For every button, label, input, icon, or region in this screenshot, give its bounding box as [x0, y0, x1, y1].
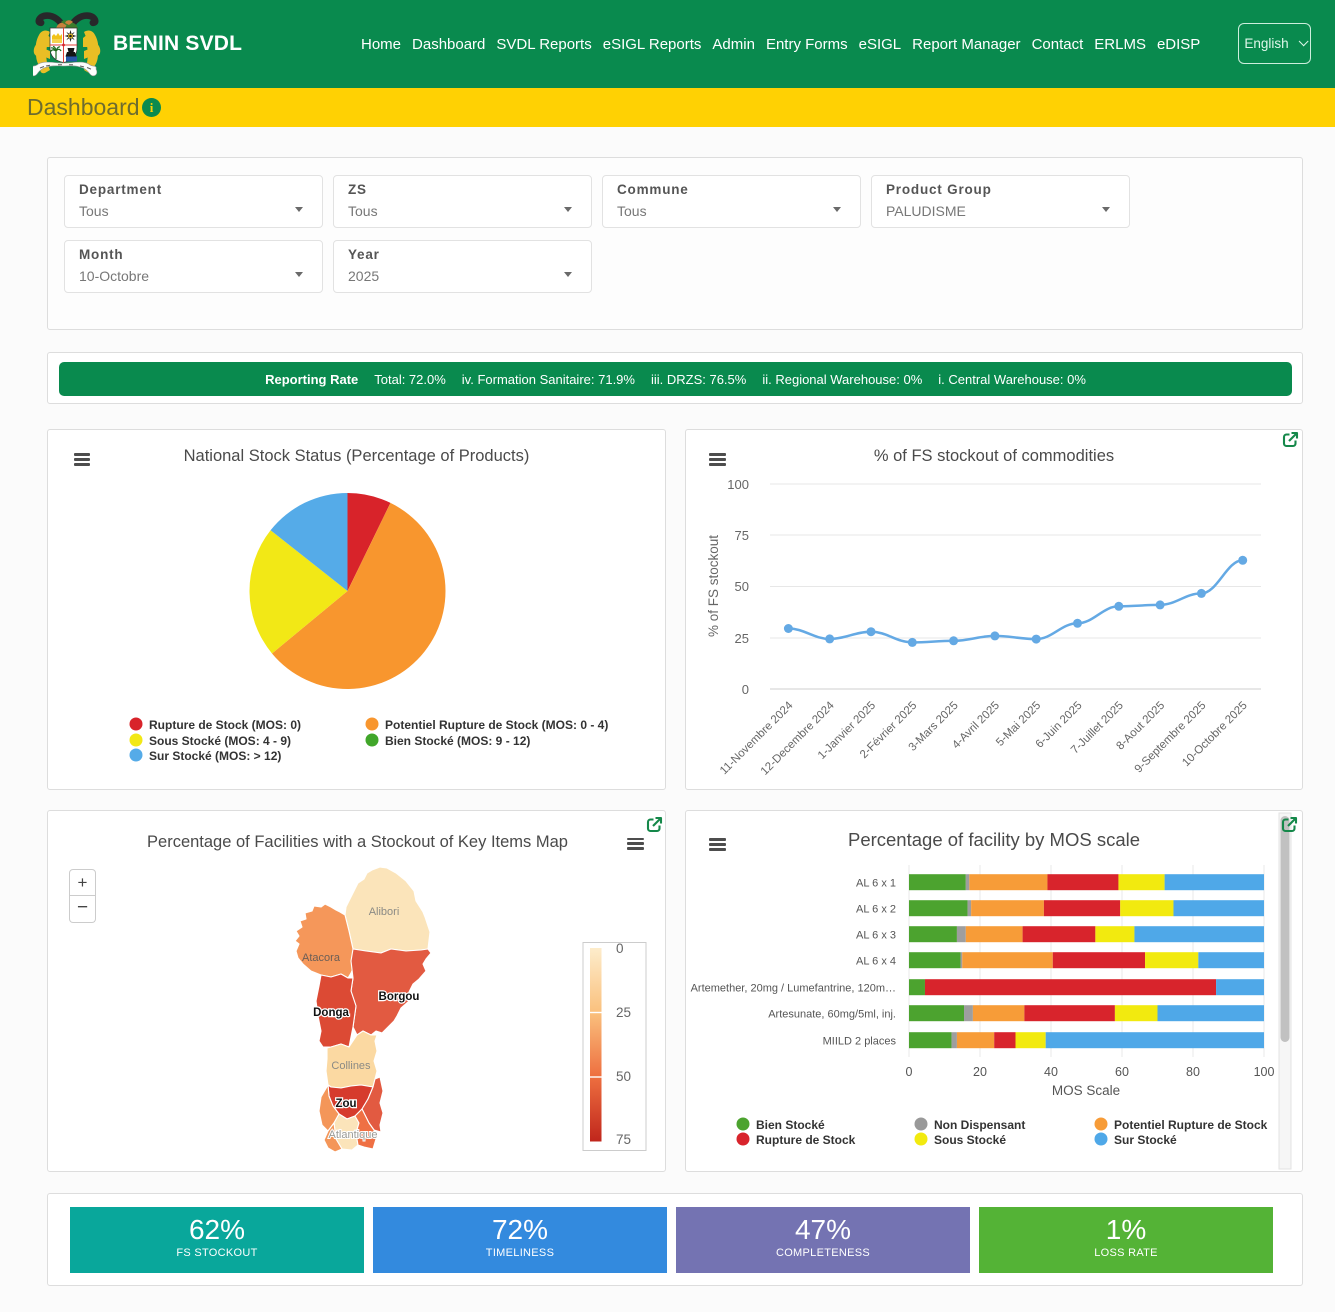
svg-text:Sous Stocké: Sous Stocké [934, 1133, 1006, 1147]
svg-text:Sur Stocké (MOS: > 12): Sur Stocké (MOS: > 12) [149, 749, 281, 763]
svg-text:25: 25 [735, 631, 749, 646]
svg-text:9-Septembre 2025: 9-Septembre 2025 [1133, 700, 1209, 776]
svg-text:Sur Stocké: Sur Stocké [1114, 1133, 1177, 1147]
svg-text:50: 50 [735, 579, 749, 594]
svg-text:AL 6 x 1: AL 6 x 1 [856, 878, 896, 890]
svg-text:0: 0 [616, 941, 624, 956]
svg-text:Sous Stocké (MOS: 4 - 9): Sous Stocké (MOS: 4 - 9) [149, 734, 291, 748]
svg-text:Potentiel Rupture de Stock: Potentiel Rupture de Stock [1114, 1118, 1268, 1132]
svg-text:Borgou: Borgou [379, 991, 420, 1003]
svg-text:Rupture de Stock (MOS: 0): Rupture de Stock (MOS: 0) [149, 718, 301, 732]
svg-text:40: 40 [1044, 1065, 1058, 1079]
svg-text:Potentiel Rupture de Stock (MO: Potentiel Rupture de Stock (MOS: 0 - 4) [385, 718, 608, 732]
svg-text:100: 100 [1254, 1065, 1275, 1079]
svg-text:75: 75 [735, 528, 749, 543]
svg-text:25: 25 [616, 1005, 631, 1020]
svg-text:Bien Stocké (MOS: 9 - 12): Bien Stocké (MOS: 9 - 12) [385, 734, 530, 748]
svg-text:MOS Scale: MOS Scale [1052, 1083, 1120, 1098]
svg-text:Collines: Collines [331, 1060, 371, 1072]
svg-text:Donga: Donga [313, 1007, 349, 1019]
svg-text:12-Decembre 2024: 12-Decembre 2024 [759, 699, 838, 778]
svg-text:Artesunate, 60mg/5ml, inj.: Artesunate, 60mg/5ml, inj. [768, 1009, 896, 1021]
svg-text:20: 20 [973, 1065, 987, 1079]
svg-text:100: 100 [727, 477, 749, 492]
svg-text:Rupture de Stock: Rupture de Stock [756, 1133, 856, 1147]
svg-text:Zou: Zou [335, 1098, 356, 1110]
svg-text:60: 60 [1115, 1065, 1129, 1079]
svg-text:Bien Stocké: Bien Stocké [756, 1118, 825, 1132]
svg-text:Alibori: Alibori [369, 906, 400, 918]
svg-text:75: 75 [616, 1132, 631, 1147]
svg-text:% of FS stockout: % of FS stockout [706, 535, 721, 637]
svg-text:AL 6 x 4: AL 6 x 4 [856, 956, 896, 968]
svg-text:Non Dispensant: Non Dispensant [934, 1118, 1025, 1132]
svg-text:11-Novembre 2024: 11-Novembre 2024 [718, 699, 796, 777]
svg-text:50: 50 [616, 1069, 631, 1084]
svg-text:MIILD 2 places: MIILD 2 places [823, 1036, 897, 1048]
svg-text:80: 80 [1186, 1065, 1200, 1079]
svg-text:AL 6 x 3: AL 6 x 3 [856, 930, 896, 942]
svg-text:Atacora: Atacora [302, 952, 341, 964]
svg-text:Atlantique: Atlantique [329, 1129, 378, 1141]
svg-text:0: 0 [906, 1065, 913, 1079]
svg-text:Artemether, 20mg / Lumefantrin: Artemether, 20mg / Lumefantrine, 120m… [691, 983, 896, 995]
svg-text:AL 6 x 2: AL 6 x 2 [856, 904, 896, 916]
svg-text:0: 0 [742, 682, 749, 697]
